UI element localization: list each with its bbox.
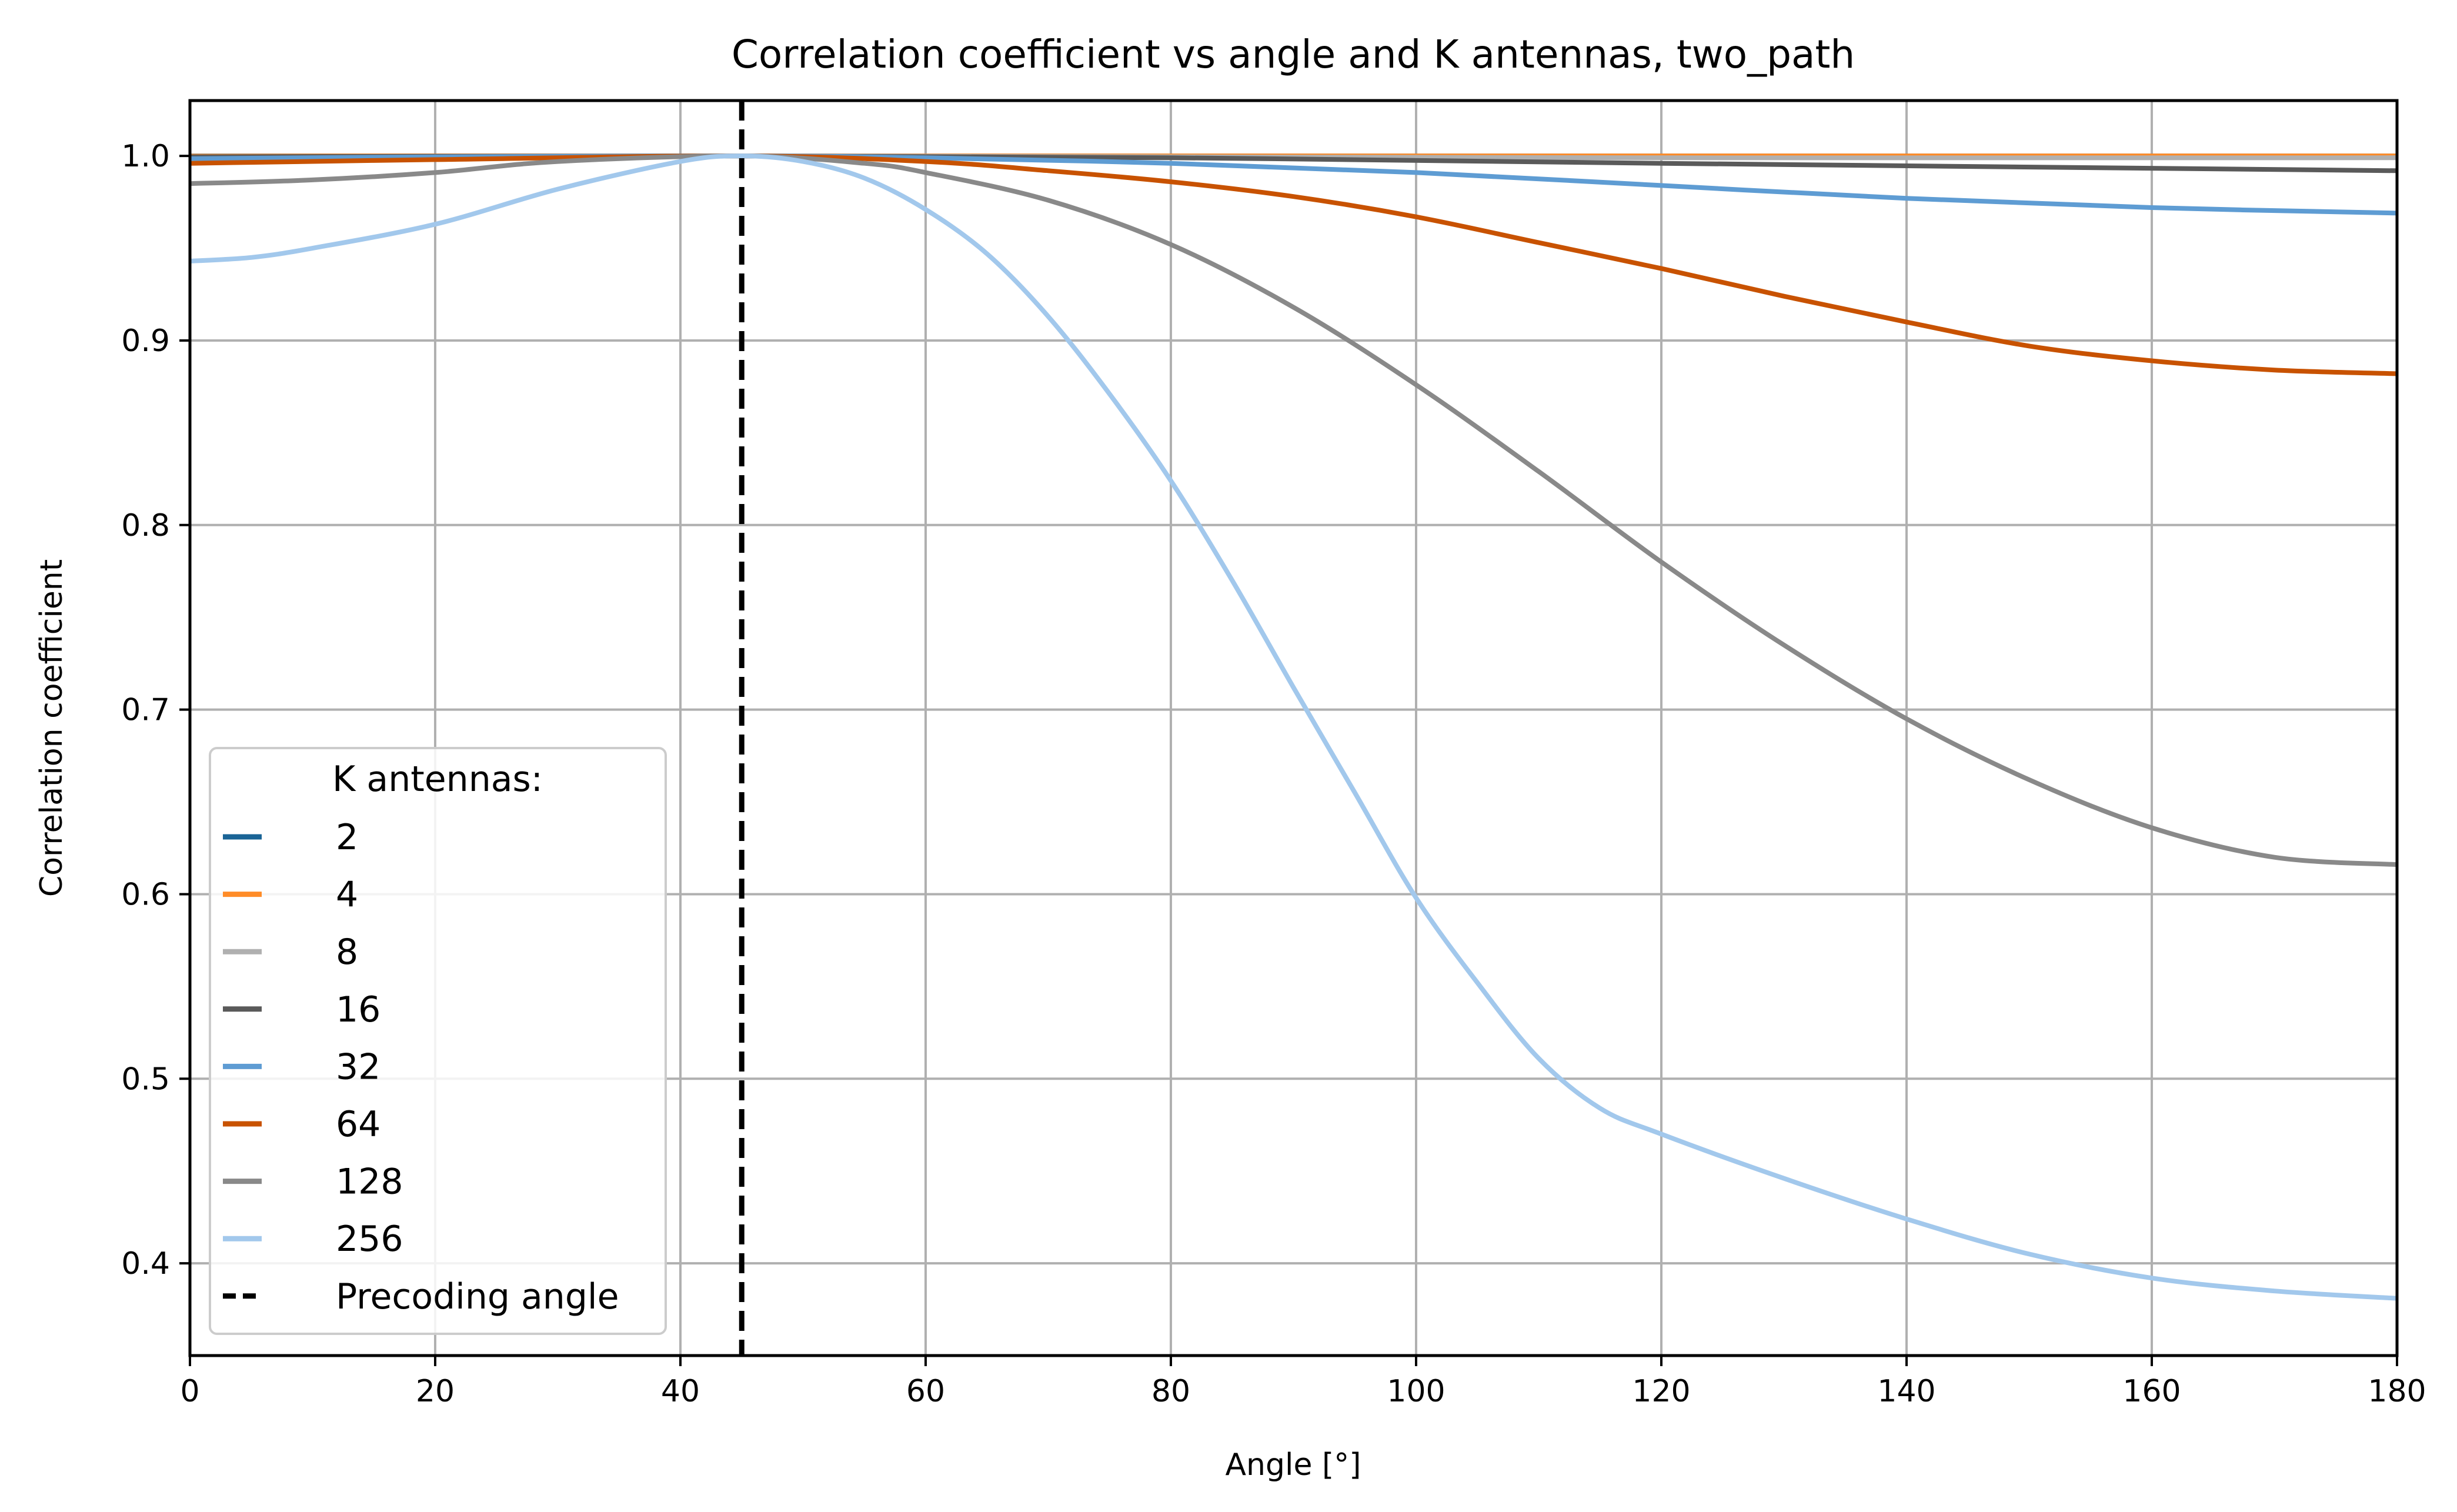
- legend: K antennas: 2 4 8 16 32 64 128 256 Precoding ang…: [209, 747, 667, 1335]
- y-tick-label: 0.8: [121, 508, 170, 543]
- x-tick-label: 120: [1632, 1374, 1690, 1409]
- y-axis-label: Correlation coefficient: [34, 559, 69, 897]
- legend-label-k128: 128: [336, 1161, 403, 1203]
- legend-label-k8: 8: [336, 932, 358, 973]
- x-axis-label: Angle [°]: [1225, 1447, 1361, 1483]
- axis-ticks: 0 20 40 60 80 100 120 140 160 180 0.4 0.5 0.6 0.7 0.8 0…: [121, 139, 2426, 1409]
- legend-title: K antennas:: [332, 759, 543, 800]
- legend-label-k2: 2: [336, 817, 358, 858]
- legend-label-precoding-angle: Precoding angle: [336, 1276, 619, 1317]
- chart-title: Correlation coefficient vs angle and K a…: [732, 32, 1855, 77]
- legend-label-k16: 16: [336, 989, 380, 1030]
- x-tick-label: 40: [661, 1374, 700, 1409]
- legend-label-k32: 32: [336, 1046, 380, 1087]
- y-tick-label: 0.6: [121, 877, 170, 912]
- x-tick-label: 180: [2368, 1374, 2426, 1409]
- legend-label-k4: 4: [336, 875, 358, 916]
- y-tick-label: 1.0: [121, 139, 170, 174]
- y-tick-label: 0.4: [121, 1246, 170, 1281]
- plot-frame: [188, 99, 2399, 1357]
- x-tick-label: 20: [416, 1374, 455, 1409]
- x-tick-label: 60: [906, 1374, 945, 1409]
- legend-label-k64: 64: [336, 1104, 380, 1145]
- legend-frame: [209, 747, 667, 1335]
- series-line-k256: [189, 153, 2398, 1301]
- x-tick-label: 160: [2122, 1374, 2181, 1409]
- legend-label-k256: 256: [336, 1219, 403, 1260]
- series-lines: [189, 153, 2398, 1301]
- y-tick-label: 0.5: [121, 1062, 170, 1097]
- y-tick-label: 0.9: [121, 323, 170, 359]
- x-tick-label: 0: [180, 1374, 199, 1409]
- x-tick-label: 80: [1151, 1374, 1190, 1409]
- x-tick-label: 140: [1877, 1374, 1935, 1409]
- y-tick-label: 0.7: [121, 693, 170, 728]
- legend-items: 2 4 8 16 32 64 128 256 Precoding angle: [223, 817, 619, 1317]
- series-line-k128: [189, 153, 2398, 867]
- x-tick-label: 100: [1387, 1374, 1445, 1409]
